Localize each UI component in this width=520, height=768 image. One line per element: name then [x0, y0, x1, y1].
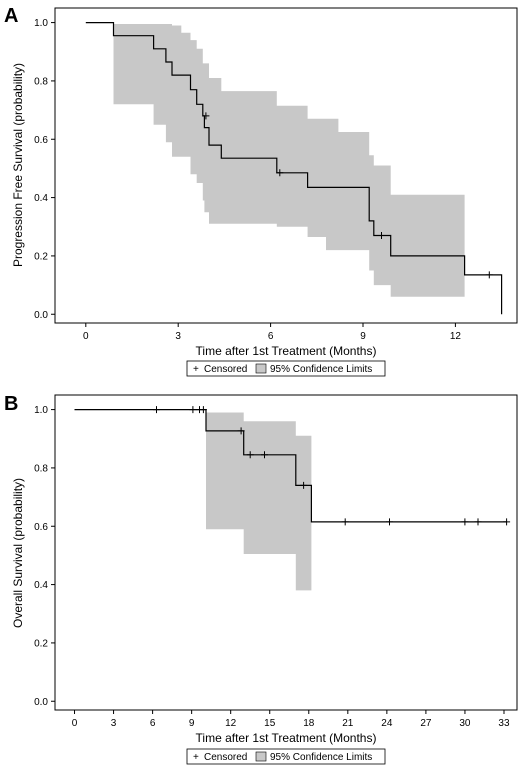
- panel-letter-a: A: [4, 5, 18, 27]
- y-tick-label-a-1: 0.2: [34, 251, 48, 262]
- y-tick-label-a-0: 0.0: [34, 310, 48, 321]
- censored-mark-b-12: [503, 518, 511, 526]
- legend-b: + Censored 95% Confidence Limits: [186, 748, 386, 765]
- x-tick-label-a-4: 12: [450, 331, 462, 342]
- legend-censored-marker-b: +: [193, 752, 199, 763]
- x-tick-label-a-3: 9: [360, 331, 366, 342]
- x-tick-label-b-5: 15: [264, 718, 276, 729]
- x-tick-label-b-1: 3: [111, 718, 117, 729]
- x-tick-label-b-9: 27: [420, 718, 432, 729]
- panel-letter-b: B: [4, 393, 18, 415]
- legend-box-a: [186, 360, 386, 377]
- censored-mark-b-11: [474, 518, 482, 526]
- x-tick-label-b-11: 33: [498, 718, 510, 729]
- panel-a: A Progression Free Survival (probability…: [4, 5, 518, 377]
- legend-band-swatch-a: [255, 363, 267, 374]
- x-tick-label-b-10: 30: [459, 718, 471, 729]
- x-axis-title-a: Time after 1st Treatment (Months): [196, 344, 377, 358]
- plot-frame-b: [54, 394, 518, 711]
- confidence-band-b: [206, 412, 312, 591]
- legend-censored-label-b: Censored: [204, 752, 247, 763]
- legend-band-label-a: 95% Confidence Limits: [270, 364, 372, 375]
- censored-mark-a-3: [485, 271, 493, 279]
- censored-mark-b-7: [300, 481, 308, 489]
- legend-box-b: [186, 748, 386, 765]
- y-axis-title-b: Overall Survival (probability): [11, 478, 25, 628]
- censored-mark-b-9: [386, 518, 393, 526]
- legend-band-label-b: 95% Confidence Limits: [270, 752, 372, 763]
- censored-mark-a-2: [378, 232, 385, 239]
- y-tick-label-b-5: 1.0: [34, 405, 48, 416]
- y-tick-label-a-4: 0.8: [34, 76, 48, 87]
- y-tick-label-a-3: 0.6: [34, 135, 48, 146]
- x-tick-label-b-7: 21: [342, 718, 354, 729]
- censored-mark-b-3: [199, 406, 207, 414]
- censored-mark-b-0: [153, 406, 160, 414]
- censored-mark-b-8: [341, 518, 349, 526]
- plot-frame-a: [54, 7, 518, 324]
- censored-mark-b-1: [189, 406, 197, 414]
- y-tick-label-a-5: 1.0: [34, 18, 48, 29]
- survival-curve-b: [74, 409, 507, 523]
- censored-mark-b-4: [237, 427, 245, 435]
- y-tick-label-b-0: 0.0: [34, 697, 48, 708]
- x-tick-label-a-1: 3: [175, 331, 181, 342]
- y-tick-label-b-3: 0.6: [34, 522, 48, 533]
- censored-mark-a-1: [276, 169, 284, 177]
- censored-mark-b-10: [461, 518, 469, 526]
- y-axis-title-a: Progression Free Survival (probability): [11, 63, 25, 267]
- legend-a: + Censored 95% Confidence Limits: [186, 360, 386, 377]
- legend-censored-marker-a: +: [193, 364, 199, 375]
- x-axis-title-b: Time after 1st Treatment (Months): [196, 731, 377, 745]
- x-tick-label-b-2: 6: [150, 718, 156, 729]
- x-tick-label-b-6: 18: [303, 718, 315, 729]
- x-tick-label-b-4: 12: [225, 718, 237, 729]
- x-tick-label-a-0: 0: [83, 331, 89, 342]
- x-tick-label-a-2: 6: [268, 331, 274, 342]
- x-tick-label-b-0: 0: [72, 718, 78, 729]
- legend-censored-label-a: Censored: [204, 364, 247, 375]
- censored-mark-a-0: [202, 112, 210, 120]
- x-tick-label-b-3: 9: [189, 718, 195, 729]
- censored-mark-b-5: [246, 451, 254, 459]
- legend-band-swatch-b: [255, 751, 267, 762]
- confidence-band-a: [113, 24, 465, 297]
- y-tick-label-b-1: 0.2: [34, 638, 48, 649]
- y-tick-label-b-2: 0.4: [34, 580, 48, 591]
- panel-b: B Overall Survival (probability) Time af…: [4, 393, 518, 765]
- censored-mark-b-6: [261, 451, 268, 459]
- y-tick-label-b-4: 0.8: [34, 463, 48, 474]
- y-tick-label-a-2: 0.4: [34, 193, 48, 204]
- x-tick-label-b-8: 24: [381, 718, 393, 729]
